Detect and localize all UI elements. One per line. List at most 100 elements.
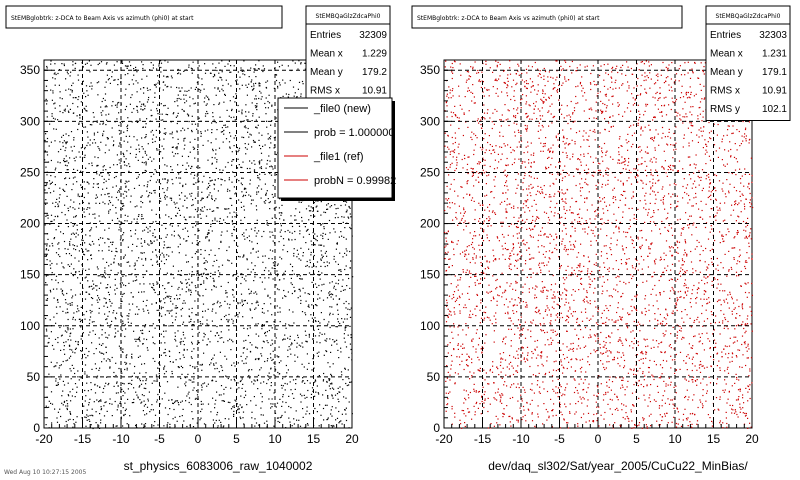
data-point (112, 186, 114, 188)
data-point (173, 235, 175, 237)
data-point (190, 291, 192, 293)
data-point (207, 403, 210, 405)
data-point (59, 408, 61, 410)
data-point (551, 122, 553, 124)
data-point (143, 400, 145, 402)
data-point (95, 226, 97, 228)
data-point (277, 371, 279, 374)
data-point (266, 223, 268, 225)
data-point (318, 393, 320, 395)
data-point (65, 312, 67, 314)
data-point (103, 405, 105, 407)
data-point (220, 318, 222, 321)
data-point (114, 104, 117, 106)
data-point (188, 278, 190, 280)
data-point (53, 348, 55, 350)
data-point (280, 229, 282, 231)
data-point (92, 415, 94, 417)
data-point (173, 298, 176, 300)
data-point (73, 145, 75, 147)
data-point (221, 179, 223, 181)
data-point (185, 400, 187, 402)
data-point (142, 148, 144, 150)
data-point (168, 310, 170, 312)
data-point (101, 329, 103, 331)
data-point (141, 363, 143, 365)
data-point (50, 391, 53, 393)
data-point (698, 177, 700, 179)
data-point (260, 382, 262, 384)
data-point (231, 216, 233, 218)
data-point (246, 356, 248, 358)
data-point (96, 375, 99, 377)
data-point (165, 330, 167, 332)
data-point (133, 401, 135, 404)
data-point (181, 282, 183, 284)
data-point (230, 408, 233, 410)
data-point (75, 272, 77, 274)
data-point (74, 294, 77, 296)
data-point (601, 312, 603, 314)
data-point (182, 340, 184, 342)
data-point (263, 201, 265, 203)
y-tick-label: 100 (20, 319, 40, 333)
data-point (469, 76, 472, 78)
data-point (122, 240, 124, 242)
data-point (331, 293, 333, 295)
data-point (49, 264, 51, 266)
data-point (79, 195, 81, 198)
data-point (690, 326, 693, 328)
data-point (204, 268, 206, 270)
data-point (212, 76, 214, 78)
data-point (68, 88, 70, 90)
data-point (91, 288, 94, 290)
data-point (152, 336, 154, 338)
data-point (312, 210, 314, 212)
data-point (150, 115, 152, 117)
data-point (254, 230, 256, 232)
data-point (108, 174, 110, 176)
data-point (119, 133, 121, 135)
data-point (702, 110, 704, 112)
legend-label: probN = 0.99982 (314, 175, 396, 187)
data-point (316, 385, 318, 387)
data-point (271, 267, 273, 269)
data-point (705, 149, 707, 151)
data-point (99, 237, 102, 239)
data-point (270, 357, 272, 359)
data-point (105, 124, 107, 126)
data-point (69, 335, 71, 337)
data-point (119, 143, 121, 145)
data-point (174, 319, 176, 321)
data-point (517, 173, 519, 175)
data-point (70, 400, 72, 402)
data-point (307, 389, 309, 392)
data-point (345, 419, 348, 422)
data-point (287, 291, 289, 293)
data-point (155, 170, 157, 172)
data-point (179, 90, 181, 92)
data-point (121, 203, 123, 205)
data-point (155, 213, 157, 215)
data-point (59, 141, 61, 143)
data-point (114, 400, 116, 403)
data-point (116, 381, 118, 383)
data-point (154, 84, 156, 86)
data-point (682, 228, 684, 230)
data-point (625, 247, 627, 249)
data-point (192, 389, 194, 391)
data-point (300, 259, 302, 261)
data-point (98, 62, 101, 64)
data-point (248, 136, 250, 138)
data-point (747, 343, 749, 345)
data-point (241, 406, 243, 408)
data-point (185, 385, 187, 387)
data-point (268, 372, 270, 374)
data-point (341, 285, 343, 287)
data-point (232, 320, 234, 322)
data-point (105, 382, 107, 384)
data-point (587, 168, 590, 170)
data-point (335, 419, 337, 421)
data-point (335, 208, 337, 210)
